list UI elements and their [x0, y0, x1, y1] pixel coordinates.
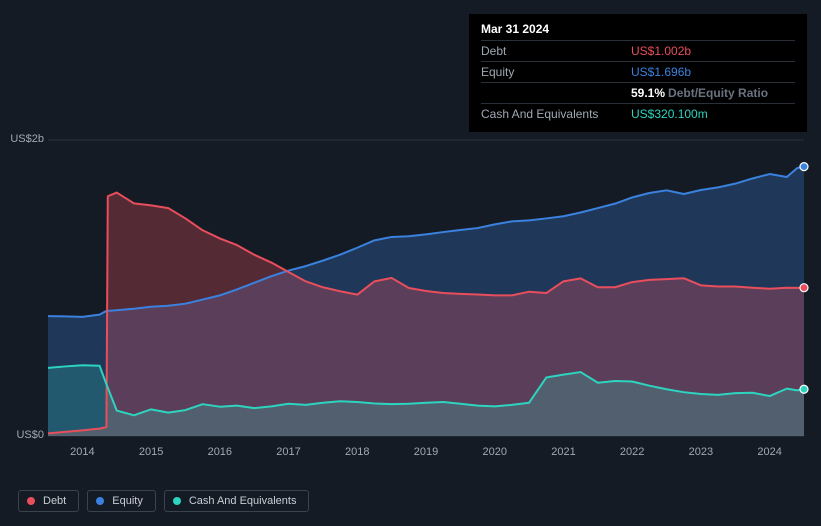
legend-dot-icon	[96, 497, 104, 505]
x-axis-label: 2021	[551, 446, 575, 458]
tooltip-row-suffix: Debt/Equity Ratio	[668, 86, 768, 100]
y-axis-label: US$0	[4, 429, 44, 441]
tooltip-row: DebtUS$1.002b	[481, 40, 795, 61]
legend-item-label: Debt	[43, 495, 66, 507]
x-axis-label: 2017	[276, 446, 300, 458]
legend-item-debt[interactable]: Debt	[18, 490, 79, 512]
legend-item-equity[interactable]: Equity	[87, 490, 156, 512]
tooltip-date: Mar 31 2024	[481, 22, 795, 36]
x-axis-label: 2014	[70, 446, 94, 458]
x-axis-label: 2018	[345, 446, 369, 458]
tooltip-row-label: Equity	[481, 65, 631, 79]
x-axis-label: 2023	[689, 446, 713, 458]
tooltip-row-value: US$1.696b	[631, 65, 691, 79]
legend-item-cash[interactable]: Cash And Equivalents	[164, 490, 310, 512]
tooltip-row-value: 59.1%Debt/Equity Ratio	[631, 86, 768, 100]
legend-dot-icon	[27, 497, 35, 505]
legend-item-label: Equity	[112, 495, 143, 507]
tooltip-row-value: US$320.100m	[631, 107, 708, 121]
tooltip-row: 59.1%Debt/Equity Ratio	[481, 82, 795, 103]
x-axis-label: 2022	[620, 446, 644, 458]
legend-dot-icon	[173, 497, 181, 505]
chart-legend: Debt Equity Cash And Equivalents	[18, 490, 309, 512]
tooltip-row-label: Debt	[481, 44, 631, 58]
tooltip-row-label	[481, 86, 631, 100]
tooltip-row: EquityUS$1.696b	[481, 61, 795, 82]
x-axis-label: 2024	[757, 446, 781, 458]
legend-item-label: Cash And Equivalents	[189, 495, 297, 507]
y-axis-label: US$2b	[4, 133, 44, 145]
x-axis-label: 2020	[482, 446, 506, 458]
chart-tooltip: Mar 31 2024 DebtUS$1.002bEquityUS$1.696b…	[469, 14, 807, 132]
tooltip-row: Cash And EquivalentsUS$320.100m	[481, 103, 795, 124]
tooltip-row-value: US$1.002b	[631, 44, 691, 58]
tooltip-row-label: Cash And Equivalents	[481, 107, 631, 121]
x-axis-label: 2016	[208, 446, 232, 458]
x-axis-label: 2015	[139, 446, 163, 458]
x-axis-label: 2019	[414, 446, 438, 458]
